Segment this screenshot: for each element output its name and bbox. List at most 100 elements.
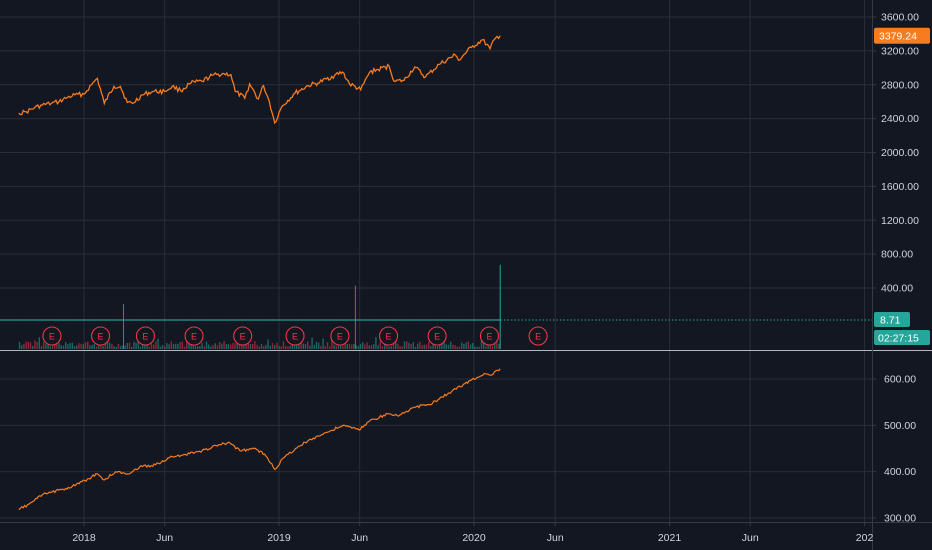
earnings-marker[interactable]: E (233, 326, 253, 346)
volume-bar (254, 341, 256, 349)
time-tick-label: 2019 (267, 532, 291, 544)
volume-bar (485, 346, 487, 349)
price-line[interactable] (18, 35, 501, 125)
volume-bar (84, 342, 87, 349)
volume-bar (293, 343, 296, 349)
volume-bar (496, 342, 498, 349)
volume-bar (289, 345, 291, 349)
volume-bar (219, 342, 221, 349)
earnings-marker-label: E (337, 332, 343, 342)
volume-bar (370, 344, 373, 349)
lower-tick-label: 400.00 (884, 466, 916, 478)
volume-bar (137, 341, 139, 349)
volume-bar (436, 346, 439, 349)
earnings-marker[interactable]: E (184, 326, 204, 346)
volume-bar (93, 344, 95, 349)
price-tick-label: 800.00 (881, 249, 913, 261)
volume-bar (280, 346, 282, 349)
volume-bar (326, 342, 329, 349)
volume-bar (73, 346, 76, 349)
volume-value-badge-text: 8.71 (880, 315, 901, 327)
volume-bar (82, 344, 84, 349)
volume-bar (56, 342, 58, 349)
price-tick-label: 2400.00 (881, 113, 919, 125)
volume-bar (458, 346, 461, 349)
volume-bar (461, 342, 463, 349)
volume-bar (232, 343, 234, 349)
countdown-badge[interactable]: 02:27:15 (874, 330, 930, 345)
volume-bar (296, 343, 298, 349)
price-pane[interactable] (18, 35, 501, 125)
volume-bar (113, 346, 115, 349)
earnings-marker-label: E (240, 332, 246, 342)
lower-line[interactable] (18, 368, 501, 511)
volume-bar (454, 345, 456, 349)
price-tick-label: 2000.00 (881, 147, 919, 159)
earnings-marker[interactable]: E (479, 326, 500, 346)
volume-bar (131, 346, 133, 349)
earnings-marker[interactable]: E (378, 326, 399, 346)
volume-bar (443, 339, 445, 349)
volume-bar (249, 343, 252, 349)
volume-bar (392, 341, 395, 349)
price-axis[interactable]: 3600.00 3200.00 2800.00 2400.00 2000.00 1600.… (872, 12, 930, 525)
earnings-marker-ring (479, 326, 500, 346)
volume-bar (368, 345, 370, 349)
volume-bar (348, 343, 351, 349)
earnings-marker[interactable]: E (427, 326, 447, 346)
earnings-marker-ring (184, 326, 204, 346)
volume-bar (111, 343, 113, 349)
volume-bar (476, 346, 478, 349)
volume-bar (18, 342, 21, 349)
volume-bar (214, 343, 216, 349)
volume-bar (234, 343, 236, 349)
earnings-marker[interactable]: E (42, 326, 62, 346)
volume-bar (335, 345, 337, 349)
earnings-marker[interactable]: E (91, 326, 111, 346)
lower-pane[interactable] (18, 368, 501, 511)
volume-bar (150, 343, 153, 349)
volume-bar (395, 341, 397, 349)
earnings-marker-ring (285, 326, 305, 346)
volume-bar (80, 343, 82, 349)
earnings-marker-ring (427, 326, 447, 346)
volume-bar (212, 344, 214, 349)
volume-bar (247, 343, 249, 349)
volume-bar (120, 346, 122, 349)
earnings-marker-label: E (49, 332, 55, 342)
volume-bar (298, 343, 300, 349)
earnings-marker[interactable]: E (330, 326, 350, 346)
volume-value-badge[interactable]: 8.71 (874, 312, 910, 327)
volume-bar (483, 343, 485, 349)
volume-bar (159, 346, 161, 349)
earnings-marker-label: E (98, 332, 104, 342)
volume-bar (388, 346, 390, 349)
volume-bar (362, 342, 364, 349)
time-tick-label: Jun (742, 532, 759, 544)
volume-bar (487, 345, 489, 349)
time-axis[interactable]: 2018 Jun 2019 Jun 2020 Jun 2021 Jun 202 (72, 522, 873, 544)
earnings-marker[interactable]: E (135, 326, 155, 346)
volume-bar (197, 346, 199, 349)
lower-tick-label: 300.00 (884, 513, 916, 525)
volume-bar (168, 344, 170, 349)
volume-bar (390, 346, 392, 349)
earnings-marker[interactable]: E (285, 326, 305, 346)
volume-bar (124, 345, 126, 349)
volume-bar (472, 343, 474, 349)
earnings-marker[interactable]: E (528, 326, 548, 346)
volume-bar (40, 346, 43, 349)
volume-bar (324, 346, 326, 349)
volume-bar (414, 346, 417, 349)
volume-bar (146, 344, 148, 349)
last-price-badge[interactable]: 3379.24 (874, 27, 930, 44)
volume-bar (188, 339, 190, 349)
volume-bar (245, 344, 247, 349)
volume-bar (397, 343, 399, 349)
volume-bar (190, 341, 192, 349)
volume-bar (21, 345, 23, 349)
volume-bar (410, 344, 412, 349)
volume-bar (104, 341, 106, 349)
